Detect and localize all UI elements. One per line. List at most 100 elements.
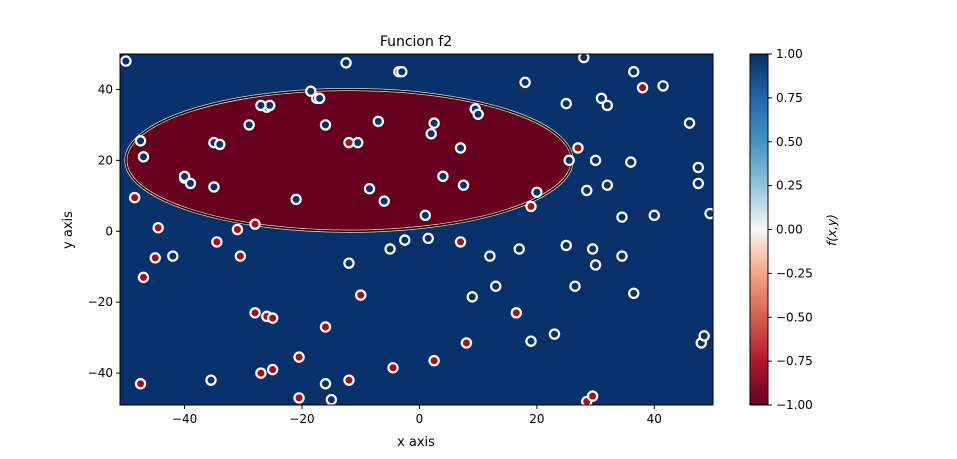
data-point: [589, 154, 602, 167]
data-point: [548, 328, 561, 340]
data-point: [601, 179, 614, 191]
y-tick-label: 0: [105, 224, 113, 238]
data-point: [586, 243, 599, 255]
data-point: [255, 367, 267, 379]
data-point: [628, 287, 640, 300]
data-point: [581, 184, 593, 197]
x-axis-ticks: −40 −20 0 20 40: [172, 405, 662, 426]
data-point: [428, 354, 440, 367]
data-point: [343, 374, 355, 386]
x-tick-label: −20: [289, 412, 314, 426]
y-tick-label: −40: [88, 366, 113, 380]
data-point: [490, 280, 502, 292]
data-point: [683, 117, 696, 129]
data-point: [340, 57, 352, 69]
y-tick-label: −20: [88, 295, 113, 309]
data-point: [425, 128, 437, 140]
x-tick-label: 0: [416, 412, 424, 426]
data-point: [266, 312, 279, 324]
data-point: [231, 223, 244, 236]
data-point: [692, 177, 705, 190]
data-point: [396, 66, 408, 78]
data-point: [137, 271, 150, 284]
data-point: [255, 99, 267, 112]
data-point: [137, 151, 150, 163]
colorbar-tick-label: 0.75: [776, 91, 803, 105]
data-point: [167, 250, 179, 262]
data-point: [378, 195, 390, 207]
data-point: [422, 232, 434, 245]
colorbar-ticks: 1.00 0.75 0.50 0.25 0.00 −0.25 −0.50 −0.75 −1.00: [768, 47, 813, 412]
data-point: [560, 239, 572, 252]
data-point: [128, 191, 141, 204]
data-point: [419, 209, 432, 222]
data-point: [572, 142, 584, 154]
colorbar: [749, 53, 769, 406]
data-point: [290, 193, 302, 206]
data-point: [343, 257, 355, 269]
data-point: [211, 236, 223, 248]
negative-region-ellipse: [124, 87, 574, 233]
data-point: [531, 186, 543, 198]
colorbar-tick-label: 1.00: [776, 47, 803, 61]
data-point: [586, 390, 599, 402]
data-point: [243, 119, 255, 131]
data-point: [319, 119, 332, 131]
data-point: [149, 252, 161, 264]
data-point: [601, 99, 614, 112]
data-point: [525, 335, 537, 347]
data-point: [472, 108, 484, 120]
y-tick-label: 20: [98, 153, 113, 167]
data-point: [454, 142, 467, 154]
y-axis-label: y axis: [61, 211, 76, 249]
data-point: [636, 81, 649, 94]
colorbar-tick-label: 0.00: [776, 223, 803, 237]
data-point: [484, 250, 496, 262]
data-point: [293, 392, 305, 404]
data-point: [457, 179, 470, 191]
data-point: [454, 236, 467, 248]
y-axis-ticks: −40 −20 0 20 40: [88, 82, 120, 380]
data-point: [319, 321, 332, 333]
data-point: [616, 211, 628, 223]
data-point: [460, 337, 473, 349]
data-point: [305, 85, 317, 97]
data-point: [363, 183, 376, 195]
data-point: [152, 222, 164, 234]
plot-frame: [119, 53, 714, 406]
data-point: [293, 351, 305, 363]
data-point: [437, 170, 449, 183]
data-point: [178, 170, 191, 183]
data-point: [399, 234, 411, 246]
data-point: [560, 97, 572, 110]
colorbar-tick-label: −0.75: [776, 354, 813, 368]
data-point: [214, 138, 226, 151]
data-point: [595, 92, 608, 105]
x-tick-label: 40: [647, 412, 662, 426]
data-point: [589, 259, 602, 271]
data-point: [355, 289, 367, 301]
data-point: [428, 117, 440, 129]
data-point: [625, 156, 637, 168]
scatter-points: [120, 54, 713, 405]
data-point: [692, 161, 705, 174]
data-point: [525, 200, 537, 213]
data-point: [578, 54, 590, 64]
colorbar-tick-label: 0.50: [776, 135, 803, 149]
data-point: [657, 80, 669, 92]
data-point: [234, 250, 247, 262]
data-point: [466, 291, 478, 303]
data-point: [616, 250, 628, 262]
data-point: [325, 393, 338, 405]
data-point: [513, 243, 525, 255]
colorbar-tick-label: −0.50: [776, 310, 813, 324]
chart-title: Funcion f2: [380, 34, 452, 50]
data-point: [519, 76, 531, 89]
data-point: [266, 363, 279, 376]
data-point: [205, 374, 217, 386]
colorbar-label: f(x,y): [825, 214, 839, 246]
data-point: [120, 55, 132, 67]
data-point: [384, 243, 396, 255]
